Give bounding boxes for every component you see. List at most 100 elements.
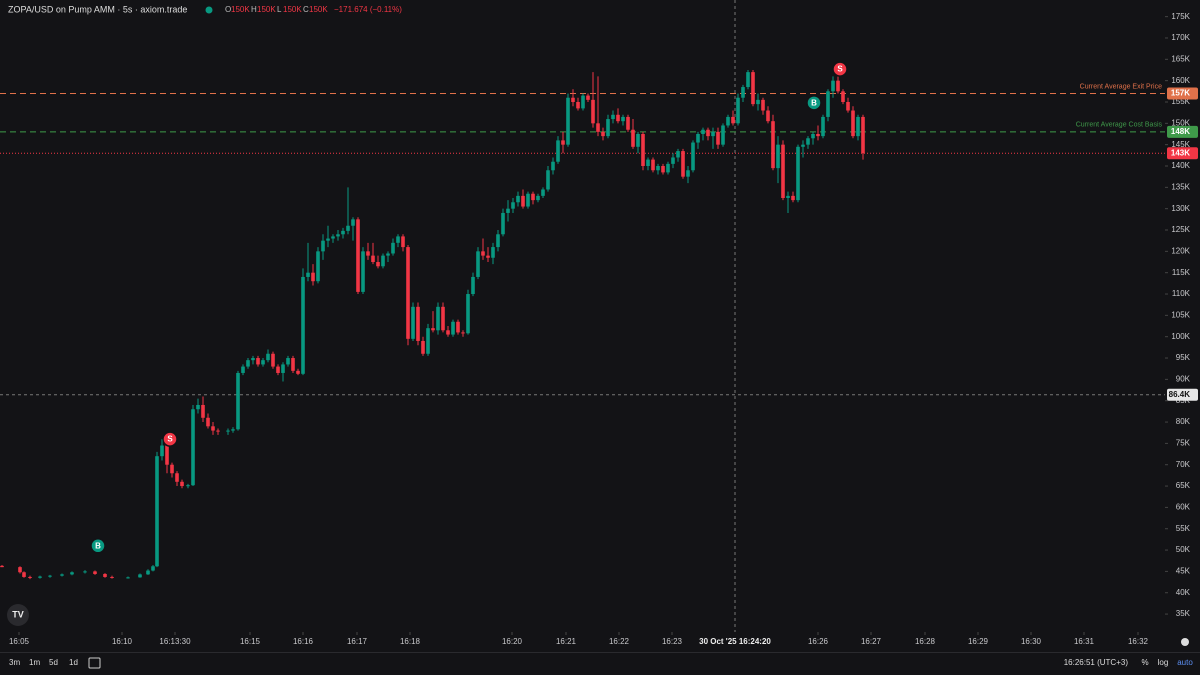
candle-body [211,426,215,431]
candle-body [126,577,130,579]
candle-body [146,570,150,575]
range-button[interactable]: 1d [69,658,78,667]
x-tick-label: 16:32 [1128,637,1149,646]
candle-body [138,574,142,578]
candle-body [83,571,87,573]
crosshair-x-tag [695,634,775,650]
candle-body [736,97,740,124]
candle-body [751,72,755,105]
candle-body [110,576,114,578]
price-tag [1167,147,1198,160]
tv-logo[interactable]: TV [7,604,29,626]
y-tick-label: 90K [1176,374,1191,383]
candle-body [261,360,265,365]
legend-change: −171.674 (−0.11%) [334,5,402,14]
candle-body [226,430,230,432]
candle-body [461,332,465,334]
crosshair-x-label: 30 Oct '25 16:24:20 [699,637,771,646]
scale-toggle[interactable]: log [1158,658,1169,667]
candle-body [531,193,535,201]
x-tick-label: 16:29 [968,637,989,646]
candle-body [691,142,695,171]
candle-body [486,255,490,258]
candle-body [816,133,820,137]
candle-body [236,372,240,430]
x-tick-label: 16:23 [662,637,683,646]
candle-body [671,157,675,164]
x-tick-label: 16:05 [9,637,30,646]
candle-body [426,328,430,354]
scale-toggle[interactable]: % [1141,658,1148,667]
candle-body [761,99,765,111]
candle-body [661,166,665,173]
candle-body [396,236,400,243]
legend-value: 150K [231,5,250,14]
candle-body [391,242,395,254]
range-button[interactable]: 5d [49,658,58,667]
candle-body [656,166,660,171]
candle-body [861,116,865,154]
candle-body [711,131,715,137]
trade-marker-label: S [167,435,173,444]
scale-toggle[interactable]: auto [1177,658,1193,667]
candle-body [586,95,590,100]
candle-body [511,202,515,209]
candle-body [841,91,845,102]
y-tick-label: 95K [1176,353,1191,362]
y-tick-label: 45K [1176,567,1191,576]
x-tick-label: 16:18 [400,637,421,646]
candle-body [346,225,350,231]
candle-body [561,140,565,145]
candle-body [626,116,630,130]
candle-body [22,572,26,577]
candle-body [376,262,380,267]
price-line-label: Current Average Exit Price [1080,83,1162,90]
candle-body [496,234,500,248]
candle-body [351,219,355,226]
candle-body [206,417,210,427]
calendar-button[interactable] [88,657,101,669]
candle-body [441,306,445,331]
x-tick-label: 16:30 [1021,637,1042,646]
candle-body [771,121,775,169]
candle-body [546,170,550,190]
candle-body [246,360,250,367]
y-tick-label: 150K [1171,118,1190,127]
candle-body [366,251,370,256]
candle-body [191,409,195,486]
candle-body [851,110,855,137]
candle-body [516,195,520,203]
candle-body [266,353,270,361]
candle-body [165,445,169,465]
y-tick-label: 35K [1176,609,1191,618]
candle-body [716,131,720,145]
y-tick-label: 130K [1171,204,1190,213]
candle-body [646,159,650,167]
candle-body [741,87,745,98]
candle-body [316,251,320,282]
legend-value: 150K [309,5,328,14]
price-tag-label: 157K [1171,89,1190,98]
y-tick-label: 50K [1176,545,1191,554]
candle-body [701,129,705,134]
candle-body [811,133,815,139]
x-tick-label: 16:21 [556,637,577,646]
candle-body [331,236,335,239]
range-button[interactable]: 1m [29,658,40,667]
y-tick-label: 110K [1172,289,1191,298]
range-button[interactable]: 3m [9,658,20,667]
candle-body [791,195,795,201]
y-tick-label: 75K [1176,438,1191,447]
candle-body [28,576,32,578]
candle-body [296,370,300,374]
legend-key: L [277,5,282,14]
y-tick-label: 70K [1176,460,1191,469]
candle-body [856,116,860,137]
x-tick-label: 16:13:30 [159,637,191,646]
y-tick-label: 55K [1176,524,1191,533]
y-tick-label: 155K [1171,97,1190,106]
settings-button[interactable] [1181,638,1189,646]
candle-body [731,116,735,124]
candle-body [801,144,805,147]
candle-body [776,144,780,169]
